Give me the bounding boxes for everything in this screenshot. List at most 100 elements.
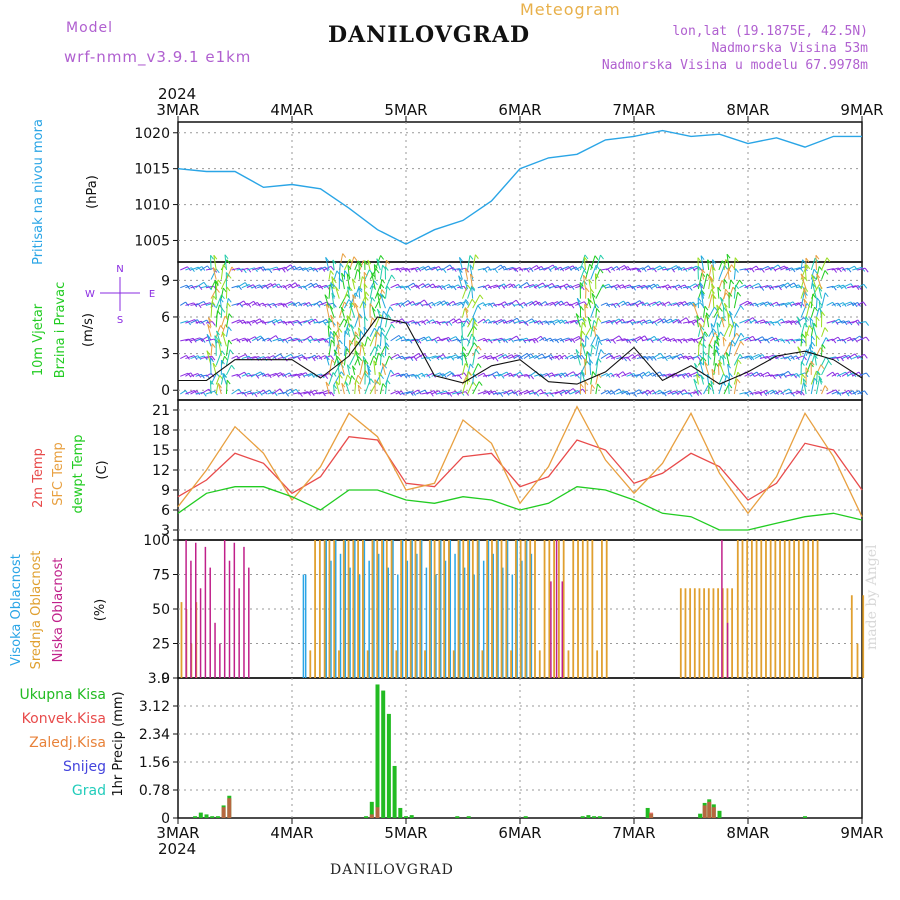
wind-barb (331, 292, 335, 309)
wind-barb-flag (210, 357, 214, 363)
wind-barb-flag (802, 378, 807, 383)
wind-barb (667, 265, 677, 271)
precipitation-ytick-label: 1.56 (139, 755, 170, 771)
wind-barb (626, 285, 633, 289)
wind-barb-flag (704, 305, 709, 311)
wind-barb-flag (335, 380, 340, 386)
wind-barb (715, 345, 720, 356)
wind-barb-flag (423, 299, 428, 305)
wind-barb (697, 341, 700, 356)
wind-barb-flag (638, 389, 643, 395)
wind-barb-flag (544, 301, 549, 306)
wind-barb (426, 390, 435, 395)
wind-barb (410, 266, 419, 271)
wind-barb-flag (791, 267, 796, 273)
precip-legend-item: Ukupna Kisa (19, 687, 106, 703)
wind-barb-flag (734, 257, 739, 262)
wind-barb (503, 319, 513, 324)
wind-barb (451, 284, 459, 289)
wind-barb (313, 300, 321, 306)
wind-barb-flag (305, 267, 309, 273)
wind-barb-flag (754, 319, 759, 325)
wind-barb-flag (861, 267, 866, 272)
wind-barb-flag (346, 364, 351, 370)
wind-barb (821, 257, 828, 271)
wind-barb-flag (403, 267, 407, 272)
wind-barb-flag (561, 372, 566, 378)
wind-barb (790, 302, 799, 306)
wind-barb-flag (346, 348, 350, 353)
wind-barb (416, 320, 423, 324)
wind-barb (318, 318, 327, 324)
wind-barb (513, 354, 520, 360)
wind-barb (452, 355, 460, 360)
wind-barb (416, 389, 426, 395)
precip-bar (369, 814, 374, 818)
wind-barb (395, 390, 402, 395)
wind-barb (682, 355, 691, 360)
wind-barb (662, 373, 671, 377)
wind-barb (544, 354, 552, 359)
wind-barb-flag (797, 346, 802, 351)
wind-barb-flag (801, 373, 806, 379)
wind-barb-flag (566, 301, 571, 307)
wind-barb-flag (862, 301, 867, 307)
wind-barb (246, 392, 255, 395)
pressure-ylabel: Pritisak na nivou mora (31, 119, 46, 265)
wind-barb (605, 320, 615, 324)
wind-barb (677, 389, 685, 395)
wind-barb (841, 336, 851, 342)
wind-barb (477, 318, 485, 324)
wind-barb (775, 373, 784, 377)
wind-barb (277, 320, 285, 324)
wind-barb-flag (219, 297, 224, 303)
wind-barb (180, 338, 189, 342)
wind-barb (559, 266, 569, 271)
temp-ylabel-2m: 2m Temp (31, 448, 46, 508)
wind-barb (446, 285, 454, 289)
wind-barb (400, 356, 411, 360)
wind-barb (539, 337, 545, 342)
wind-barb (528, 391, 536, 395)
precip-bar (221, 807, 226, 818)
wind-barb (818, 287, 823, 299)
wind-barb-flag (536, 265, 541, 270)
wind-barb (744, 301, 751, 306)
wind-barb-flag (386, 259, 390, 265)
wind-barb-flag (422, 320, 427, 326)
cloud-ylabel-low: Niska Oblacnost (51, 558, 66, 663)
wind-barb (205, 267, 214, 271)
wind-barb-flag (828, 360, 832, 366)
wind-barb-flag (363, 326, 368, 332)
wind-barb (744, 267, 752, 271)
wind-barb-flag (644, 285, 649, 290)
wind-barb (733, 378, 738, 395)
wind-barb (754, 372, 762, 377)
wind-barb-flag (821, 344, 826, 349)
wind-barb-flag (347, 265, 352, 270)
wind-barb (333, 270, 338, 280)
wind-barb-flag (697, 356, 702, 362)
wind-barb-flag (806, 302, 811, 308)
wind-barb-flag (816, 335, 820, 340)
wind-barb (841, 389, 849, 395)
wind-barb-flag (221, 359, 225, 365)
wind-barb (246, 336, 256, 342)
wind-barb-flag (550, 354, 555, 359)
wind-barb (696, 373, 699, 385)
wind-barb (508, 267, 515, 271)
wind-barb-flag (386, 285, 391, 291)
wind-barb (364, 269, 370, 280)
wind-barb (379, 279, 383, 290)
wind-barb (325, 303, 330, 318)
wind-barb (487, 338, 498, 342)
wind-barb (303, 318, 313, 324)
wind-barb (236, 319, 244, 324)
wind-barb (667, 285, 675, 289)
wind-barb (626, 302, 636, 306)
wind-barb-flag (344, 330, 349, 336)
wind-barb (441, 301, 448, 306)
wind-barb-flag (837, 302, 842, 308)
wind-barb-flag (358, 313, 363, 319)
wind-barb (682, 301, 691, 306)
